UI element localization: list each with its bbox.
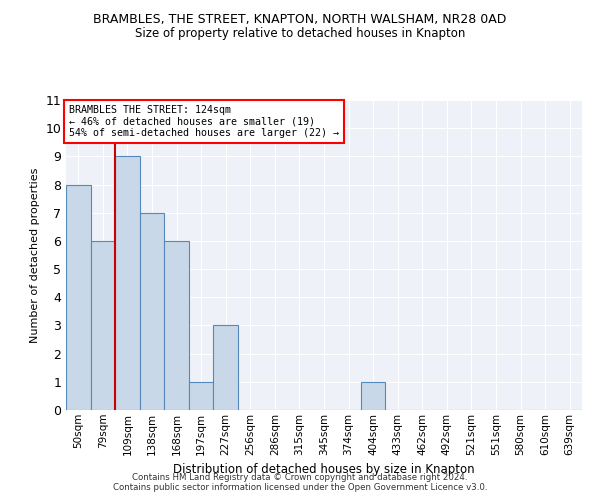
Bar	[66, 184, 91, 410]
Text: BRAMBLES, THE STREET, KNAPTON, NORTH WALSHAM, NR28 0AD: BRAMBLES, THE STREET, KNAPTON, NORTH WAL…	[94, 12, 506, 26]
Bar	[164, 241, 189, 410]
Text: BRAMBLES THE STREET: 124sqm
← 46% of detached houses are smaller (19)
54% of sem: BRAMBLES THE STREET: 124sqm ← 46% of det…	[68, 104, 338, 138]
X-axis label: Distribution of detached houses by size in Knapton: Distribution of detached houses by size …	[173, 463, 475, 476]
Bar	[115, 156, 140, 410]
Text: Size of property relative to detached houses in Knapton: Size of property relative to detached ho…	[135, 28, 465, 40]
Text: Contains HM Land Registry data © Crown copyright and database right 2024.: Contains HM Land Registry data © Crown c…	[132, 472, 468, 482]
Bar	[361, 382, 385, 410]
Bar	[91, 241, 115, 410]
Bar	[214, 326, 238, 410]
Bar	[189, 382, 214, 410]
Text: Contains public sector information licensed under the Open Government Licence v3: Contains public sector information licen…	[113, 482, 487, 492]
Y-axis label: Number of detached properties: Number of detached properties	[30, 168, 40, 342]
Bar	[140, 212, 164, 410]
